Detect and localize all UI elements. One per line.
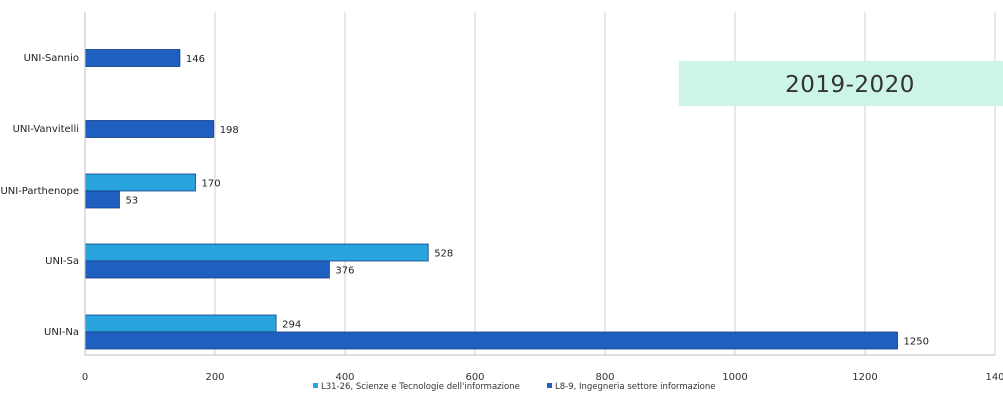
x-tick-label: 800 (595, 372, 614, 383)
data-label: 528 (434, 249, 453, 260)
bar (84, 260, 330, 279)
x-tick-label: 1000 (722, 372, 747, 383)
bars (84, 49, 898, 350)
category-label: UNI-Sa (45, 256, 79, 267)
data-label: 146 (186, 54, 205, 65)
x-tick-label: 140 (985, 372, 1003, 383)
category-label: UNI-Na (44, 327, 79, 338)
data-label: 170 (202, 179, 221, 190)
legend-label: L8-9, Ingegneria settore informazione (555, 382, 716, 392)
x-tick-label: 400 (335, 372, 354, 383)
data-label: 294 (282, 320, 301, 331)
category-label: UNI-Sannio (24, 53, 79, 64)
year-annotation-text: 2019-2020 (785, 72, 915, 98)
data-label: 1250 (904, 337, 929, 348)
bar (84, 190, 120, 209)
legend: L31-26, Scienze e Tecnologie dell'inform… (313, 382, 716, 392)
data-label: 53 (125, 196, 138, 207)
x-tick-label: 1200 (852, 372, 877, 383)
data-labels: 146 198 170 53 528 376 294 1250 (125, 54, 929, 348)
data-label: 376 (335, 266, 354, 277)
bar (84, 49, 181, 67)
legend-swatch (313, 383, 318, 388)
legend-swatch (547, 383, 552, 388)
legend-label: L31-26, Scienze e Tecnologie dell'inform… (321, 382, 520, 392)
bar (84, 314, 277, 333)
axes: 0 200 400 600 800 1000 1200 140 UNI-Sannio UNI-Va… (0, 12, 1003, 383)
x-tick-label: 200 (205, 372, 224, 383)
category-label: UNI-Parthenope (0, 186, 79, 197)
x-tick-label: 0 (82, 372, 88, 383)
year-annotation-box: 2019-2020 (679, 61, 1003, 106)
data-label: 198 (220, 125, 239, 136)
bar (84, 243, 429, 262)
bar (84, 331, 898, 350)
x-tick-label: 600 (465, 372, 484, 383)
bar (84, 120, 215, 138)
year-annotation-background (679, 61, 1003, 106)
category-label: UNI-Vanvitelli (13, 124, 79, 135)
bar (84, 173, 196, 192)
